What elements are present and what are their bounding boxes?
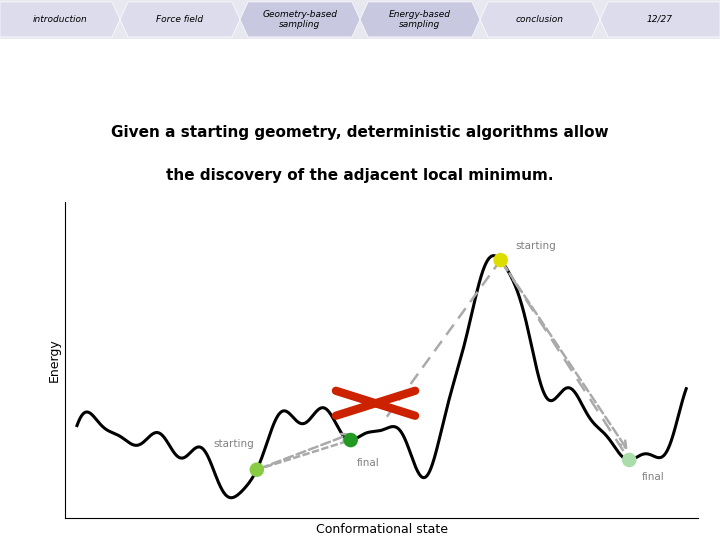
Text: Given a starting geometry, deterministic algorithms allow: Given a starting geometry, deterministic… xyxy=(111,125,609,140)
X-axis label: Conformational state: Conformational state xyxy=(315,523,448,536)
Text: Force field: Force field xyxy=(156,15,204,24)
Text: Geometry-based
sampling: Geometry-based sampling xyxy=(263,10,338,29)
Polygon shape xyxy=(480,2,600,37)
Text: the discovery of the adjacent local minimum.: the discovery of the adjacent local mini… xyxy=(166,168,554,184)
Text: 12/27: 12/27 xyxy=(647,15,673,24)
Point xyxy=(624,456,635,464)
Text: starting: starting xyxy=(213,439,253,449)
Text: Energy-based
sampling: Energy-based sampling xyxy=(389,10,451,29)
Text: starting: starting xyxy=(516,241,557,251)
Point xyxy=(345,436,356,444)
Text: Energy minimization: Energy minimization xyxy=(199,56,521,84)
Point xyxy=(251,465,263,474)
Text: final: final xyxy=(356,458,379,468)
Polygon shape xyxy=(0,2,120,37)
Y-axis label: Energy: Energy xyxy=(48,339,60,382)
Text: final: final xyxy=(642,472,664,482)
Text: conclusion: conclusion xyxy=(516,15,564,24)
Text: introduction: introduction xyxy=(32,15,87,24)
Point xyxy=(495,256,506,265)
Polygon shape xyxy=(240,2,360,37)
Polygon shape xyxy=(360,2,480,37)
Polygon shape xyxy=(600,2,720,37)
Polygon shape xyxy=(120,2,240,37)
